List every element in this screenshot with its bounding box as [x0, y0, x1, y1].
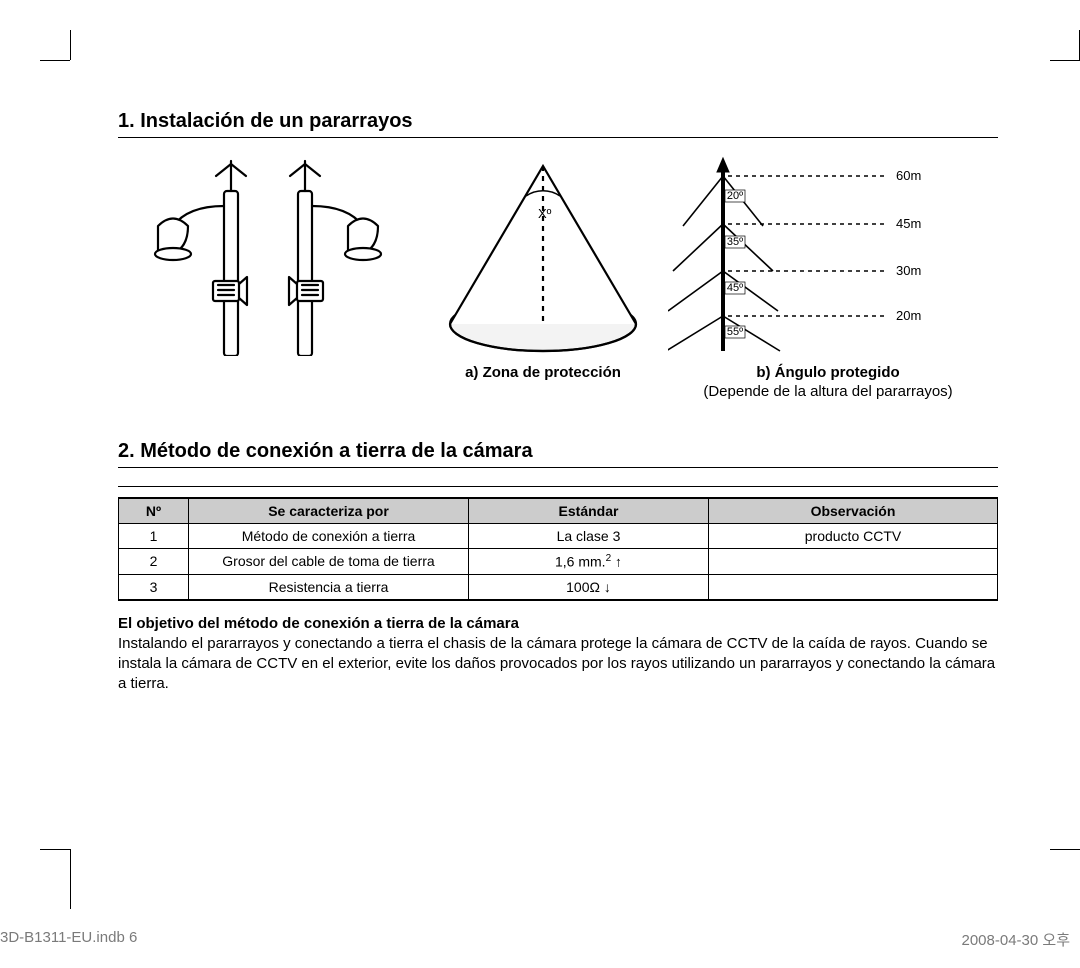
- col-header-n: Nº: [119, 498, 189, 524]
- page-footer: 3D-B1311-EU.indb 6 2008-04-30 오후: [0, 929, 1080, 950]
- objective-body: Instalando el pararrayos y conectando a …: [118, 634, 998, 695]
- table-row: 1 Método de conexión a tierra La clase 3…: [119, 524, 998, 549]
- lightning-rod-icon: [118, 156, 418, 356]
- cone-icon: Xº: [438, 156, 648, 356]
- grounding-table-wrap: Nº Se caracteriza por Estándar Observaci…: [118, 486, 998, 601]
- col-header-c: Se caracteriza por: [189, 498, 469, 524]
- figure-protection-cone: Xº a) Zona de protección: [438, 156, 648, 381]
- svg-text:20º: 20º: [727, 190, 743, 202]
- grounding-table: Nº Se caracteriza por Estándar Observaci…: [118, 497, 998, 601]
- table-header-row: Nº Se caracteriza por Estándar Observaci…: [119, 498, 998, 524]
- col-header-o: Observación: [709, 498, 998, 524]
- table-row: 2 Grosor del cable de toma de tierra 1,6…: [119, 549, 998, 575]
- svg-text:45º: 45º: [727, 282, 743, 294]
- svg-text:30m: 30m: [896, 263, 921, 278]
- svg-text:60m: 60m: [896, 168, 921, 183]
- section-1-title: 1. Instalación de un pararrayos: [118, 110, 998, 138]
- figure-protected-angle: 20º 35º 45º 55º 60m 45m 30m 20m b) Ángu: [668, 156, 988, 400]
- section-2-title: 2. Método de conexión a tierra de la cám…: [118, 440, 998, 468]
- footer-left: 3D-B1311-EU.indb 6: [0, 929, 137, 950]
- svg-text:20m: 20m: [896, 308, 921, 323]
- col-header-s: Estándar: [469, 498, 709, 524]
- cone-apex-label: Xº: [538, 206, 552, 221]
- figure-lightning-rod: [118, 156, 418, 356]
- footer-right: 2008-04-30 오후: [962, 929, 1071, 950]
- cone-caption: a) Zona de protección: [438, 364, 648, 381]
- page-content: 1. Instalación de un pararrayos: [118, 110, 998, 694]
- figures-row: Xº a) Zona de protección: [118, 156, 998, 400]
- angle-subcaption: (Depende de la altura del pararrayos): [668, 383, 988, 400]
- table-row: 3 Resistencia a tierra 100Ω ↓: [119, 574, 998, 600]
- svg-text:45m: 45m: [896, 216, 921, 231]
- svg-text:35º: 35º: [727, 236, 743, 248]
- angle-diagram-icon: 20º 35º 45º 55º 60m 45m 30m 20m: [668, 156, 988, 356]
- cable-thickness-cell: 1,6 mm.2 ↑: [469, 549, 709, 575]
- angle-caption: b) Ángulo protegido: [668, 364, 988, 381]
- objective-title: El objetivo del método de conexión a tie…: [118, 615, 998, 632]
- svg-text:55º: 55º: [727, 326, 743, 338]
